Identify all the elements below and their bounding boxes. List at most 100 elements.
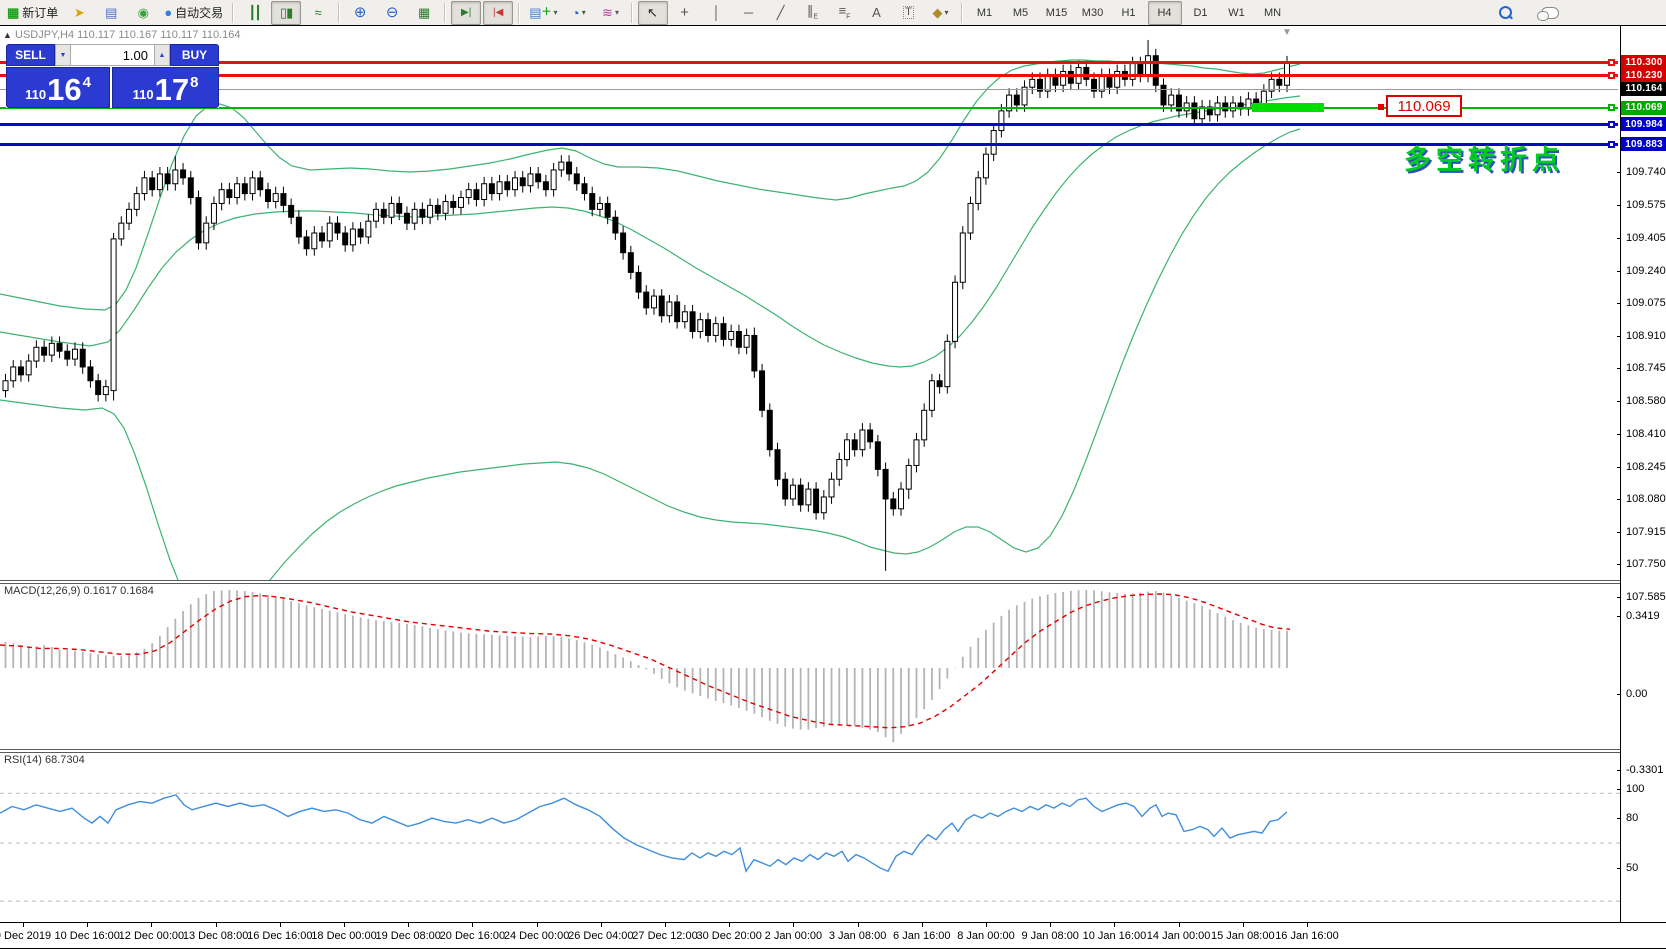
terminal-window-icon: ▤ <box>105 5 118 20</box>
text-button[interactable]: A <box>862 1 892 25</box>
time-axis-label: 13 Dec 08:00 <box>182 930 249 942</box>
sell-button[interactable]: SELL <box>6 44 55 66</box>
candle-body <box>496 181 503 195</box>
candle-body <box>164 173 171 185</box>
candle-body <box>751 334 758 372</box>
buy-price-button[interactable]: 110 17 8 <box>112 67 219 108</box>
hline-endpoint-support-line-upper[interactable] <box>1608 120 1615 128</box>
volume-input[interactable] <box>71 44 154 66</box>
timeframe-button-H4[interactable]: H4 <box>1147 0 1182 25</box>
hline-support-line-lower[interactable] <box>0 142 1618 146</box>
price-tick-label: 108.745 <box>1626 362 1666 375</box>
auto-scroll-button[interactable]: ▶| <box>451 0 482 25</box>
cursor-button[interactable]: ↖ <box>637 0 668 25</box>
candle-body <box>519 177 526 187</box>
equidistant-channel-button[interactable]: ∥E <box>798 1 828 25</box>
new-order-icon: ▦ <box>7 5 20 20</box>
candle-body <box>442 200 449 214</box>
macd-axis-label: 0.3419 <box>1626 610 1660 622</box>
candle-body <box>728 331 735 340</box>
pane-divider[interactable] <box>0 749 1666 753</box>
timeframe-button-MN[interactable]: MN <box>1263 6 1282 19</box>
auto-trading-button[interactable]: ● 自动交易 <box>160 1 227 25</box>
price-tick-mark <box>1617 172 1621 174</box>
price-tick-label: 108.410 <box>1626 428 1666 441</box>
terminal-window-button[interactable]: ▤ <box>96 1 126 25</box>
shapes-button[interactable]: ◆ ▾ <box>926 1 956 25</box>
hline-endpoint-resistance-line-lower[interactable] <box>1608 72 1615 80</box>
candle-body <box>272 193 279 202</box>
crosshair-button[interactable]: + <box>670 1 700 25</box>
turning-point-annotation[interactable]: 多空转折点 <box>1404 145 1564 175</box>
periods-button[interactable]: ◔ ▾ <box>564 1 594 25</box>
timeframe-button-M15[interactable]: M15 <box>1045 6 1068 19</box>
candle-body <box>1168 94 1175 106</box>
hline-resistance-line-upper[interactable] <box>0 60 1618 64</box>
bar-chart-button[interactable]: ┃┃ <box>239 1 269 25</box>
time-axis-tick <box>729 923 731 927</box>
candle-body <box>813 488 820 514</box>
time-axis-tick <box>23 923 24 927</box>
time-axis[interactable]: 9 Dec 2019 10 Dec 16:00 12 Dec 00:00 13 Dec… <box>0 922 1666 948</box>
macd-indicator-chart[interactable] <box>0 582 1620 749</box>
chat-button[interactable] <box>1535 1 1565 25</box>
time-axis-tick <box>600 923 602 927</box>
candlestick-chart-button[interactable]: ▯▮ <box>271 0 302 25</box>
timeframe-button-M30[interactable]: M30 <box>1081 6 1104 19</box>
trade-panel-collapse-icon[interactable]: ▲ <box>3 30 12 40</box>
pane-divider[interactable] <box>0 580 1666 584</box>
hline-pivot-green-line[interactable] <box>0 106 1618 109</box>
hline-endpoint-pivot-green-line[interactable] <box>1608 104 1615 111</box>
search-icon <box>1498 6 1512 19</box>
hline-endpoint-support-line-lower[interactable] <box>1608 140 1615 148</box>
new-chart-button[interactable]: ▤ ＋ ▾ <box>525 1 561 25</box>
sell-price-button[interactable]: 110 16 4 <box>6 67 110 108</box>
price-tick-label: 108.580 <box>1626 394 1666 407</box>
indicators-button[interactable]: ≋ ▾ <box>596 1 626 25</box>
price-callout-label[interactable]: 110.069 <box>1386 95 1462 117</box>
zoom-out-button[interactable]: ⊖ <box>377 1 407 25</box>
chart-shift-marker-icon[interactable]: ▼ <box>1282 27 1292 38</box>
candle-body <box>1036 78 1043 92</box>
search-button[interactable] <box>1490 1 1520 25</box>
candle-body <box>604 202 611 218</box>
signals-button[interactable]: ◉ <box>128 1 158 25</box>
order-history-button[interactable]: ➤ <box>64 1 94 25</box>
text-label-button[interactable]: T <box>894 1 924 25</box>
price-axis[interactable]: 110.300 110.230 110.069 109.984 109.883 110.1… <box>1617 26 1666 948</box>
trendline-icon: ╱ <box>776 5 785 20</box>
timeframe-button-M1[interactable]: M1 <box>976 6 993 19</box>
timeframe-button-W1[interactable]: W1 <box>1228 6 1245 19</box>
candle-body <box>504 181 511 191</box>
trendline-button[interactable]: ╱ <box>766 1 796 25</box>
zoom-in-button[interactable]: ⊕ <box>345 1 375 25</box>
timeframe-button-D1[interactable]: D1 <box>1193 6 1208 19</box>
line-chart-button[interactable]: ≈ <box>303 1 333 25</box>
buy-button[interactable]: BUY <box>170 44 219 66</box>
fibonacci-button[interactable]: ≡F <box>830 1 860 25</box>
candle-body <box>450 200 457 208</box>
candle-body <box>712 323 719 336</box>
chart-shift-button[interactable]: |◀ <box>483 0 514 25</box>
volume-decrease-button[interactable]: ▼ <box>55 44 71 66</box>
tile-windows-button[interactable]: ▦ <box>409 1 439 25</box>
candle-body <box>782 478 789 500</box>
highlight-band-rectangle[interactable] <box>1252 103 1324 112</box>
chart-title: USDJPY,H4 110.117 110.167 110.117 110.16… <box>15 29 241 41</box>
hline-resistance-line-lower[interactable] <box>0 74 1618 78</box>
sell-price-pips: 4 <box>82 74 91 91</box>
hline-endpoint-resistance-line-upper[interactable] <box>1608 58 1615 66</box>
candle-body <box>921 409 928 441</box>
horizontal-line-button[interactable]: ─ <box>734 1 764 25</box>
volume-increase-button[interactable]: ▲ <box>154 44 170 66</box>
rsi-indicator-chart[interactable] <box>0 751 1620 922</box>
main-price-chart[interactable] <box>0 26 1620 582</box>
time-axis-label: 14 Jan 00:00 <box>1146 930 1211 942</box>
timeframe-button-M5[interactable]: M5 <box>1012 6 1029 19</box>
timeframe-button-H1[interactable]: H1 <box>1121 6 1136 19</box>
new-order-button[interactable]: ▦ 新订单 <box>3 1 62 25</box>
vertical-line-button[interactable]: │ <box>702 1 732 25</box>
candle-body <box>1199 106 1206 120</box>
hline-support-line-upper[interactable] <box>0 122 1618 126</box>
candle-body <box>766 409 773 451</box>
